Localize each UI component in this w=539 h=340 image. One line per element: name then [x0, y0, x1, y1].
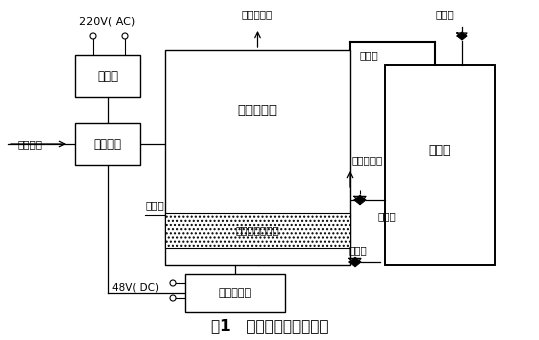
Polygon shape: [354, 195, 366, 205]
Text: 液位传感器: 液位传感器: [352, 155, 383, 165]
Polygon shape: [457, 32, 467, 40]
Text: 补水口: 补水口: [436, 9, 454, 19]
Text: 电加热器: 电加热器: [93, 137, 121, 151]
Bar: [165, 50, 350, 265]
Text: 均压管: 均压管: [360, 50, 379, 60]
Text: 超声波加湿模块: 超声波加湿模块: [236, 225, 279, 236]
Bar: [385, 65, 495, 265]
Text: 湿空气出口: 湿空气出口: [242, 9, 273, 19]
Text: 220V( AC): 220V( AC): [79, 17, 136, 27]
Polygon shape: [349, 257, 361, 267]
Text: 蓄水罐: 蓄水罐: [429, 143, 451, 156]
Bar: [75, 55, 140, 97]
Text: 水汽汽化腔: 水汽汽化腔: [238, 103, 278, 117]
Text: 固态继电器: 固态继电器: [218, 288, 252, 298]
Text: 电磁阀: 电磁阀: [378, 211, 397, 221]
Text: 试验气体: 试验气体: [18, 139, 43, 149]
Text: 48V( DC): 48V( DC): [112, 283, 158, 293]
Text: 排水阀: 排水阀: [349, 245, 368, 255]
Text: 图1   超声波加湿器的组成: 图1 超声波加湿器的组成: [211, 319, 328, 334]
Bar: [165, 213, 350, 248]
Text: 加湿罐: 加湿罐: [145, 200, 164, 210]
Bar: [386, 66, 494, 264]
Bar: [75, 123, 140, 165]
Bar: [385, 65, 495, 265]
Text: 调功器: 调功器: [97, 69, 118, 83]
Bar: [185, 274, 285, 312]
